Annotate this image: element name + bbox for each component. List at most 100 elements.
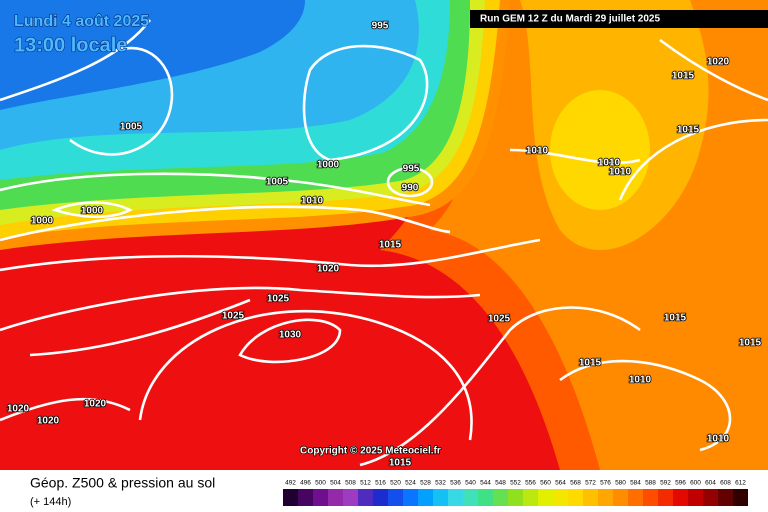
colorbar-label: 552 [510,480,521,487]
isobar-label: 990 [402,183,419,194]
colorbar-swatch [478,489,493,506]
colorbar-swatch [703,489,718,506]
colorbar-swatch [643,489,658,506]
colorbar-label: 508 [345,480,356,487]
isobar-label: 1010 [629,375,652,386]
isobar-label: 1000 [31,216,54,227]
footer-subtitle: (+ 144h) [30,496,71,508]
colorbar-swatch [328,489,343,506]
colorbar-swatch [493,489,508,506]
colorbar-label: 528 [420,480,431,487]
colorbar-label: 524 [405,480,416,487]
isobar-label: 1020 [707,57,730,68]
isobar-label: 1005 [266,177,289,188]
isobar-label: 1010 [301,196,324,207]
colorbar-label: 608 [720,480,731,487]
colorbar-swatch [718,489,733,506]
colorbar-swatch [403,489,418,506]
colorbar-label: 576 [600,480,611,487]
isobar-label: 995 [403,164,420,175]
isobar-label: 1030 [279,330,302,341]
colorbar-swatch [583,489,598,506]
colorbar-label: 536 [450,480,461,487]
colorbar-label: 580 [615,480,626,487]
isobar-label: 1015 [739,338,762,349]
colorbar-label: 512 [360,480,371,487]
map: 995 1005 1000 995 990 1005 1010 1000 1000 1015 102… [0,0,768,470]
colorbar-label: 496 [300,480,311,487]
colorbar-swatch [388,489,403,506]
colorbar-label: 500 [315,480,326,487]
colorbar-label: 588 [645,480,656,487]
forecast-date: Lundi 4 août 2025 [14,13,149,30]
colorbar-swatch [553,489,568,506]
colorbar-label: 560 [540,480,551,487]
isobar-label: 1010 [707,434,730,445]
isobar-label: 1020 [84,399,107,410]
colorbar-swatch [673,489,688,506]
colorbar-swatch [448,489,463,506]
colorbar-swatch [613,489,628,506]
colorbar-swatch [433,489,448,506]
isobar-label: 1015 [579,358,602,369]
footer-title: Géop. Z500 & pression au sol [30,475,215,491]
isobar-label: 1010 [526,146,549,157]
isobar-labels: 995 1005 1000 995 990 1005 1010 1000 1000 1015 102… [6,20,762,470]
isobar-label: 1015 [672,71,695,82]
colorbar-label: 504 [330,480,341,487]
copyright: Copyright © 2025 Meteociel.fr [300,446,441,457]
isobar-label: 1015 [677,125,700,136]
isobar-label: 1025 [267,294,290,305]
colorbar: 492 496 500 504 508 512 516 520 524 528 532 536 540 5… [283,480,748,506]
isobar-label: 1015 [664,313,687,324]
isobar-label: 1010 [609,167,632,178]
run-banner: Run GEM 12 Z du Mardi 29 juillet 2025 [480,14,660,25]
forecast-time: 13:00 locale [14,34,127,56]
colorbar-swatch [628,489,643,506]
colorbar-label: 592 [660,480,671,487]
isobar-label: 1000 [317,160,340,171]
colorbar-swatch [298,489,313,506]
colorbar-swatch [508,489,523,506]
isobar-label: 1015 [379,240,402,251]
colorbar-label: 516 [375,480,386,487]
colorbar-swatch [733,489,748,506]
colorbar-swatch [373,489,388,506]
isobar-label: 1000 [81,206,104,217]
isobar-label: 1010 [598,158,621,169]
colorbar-label: 520 [390,480,401,487]
colorbar-label: 568 [570,480,581,487]
colorbar-label: 564 [555,480,566,487]
isobar-label: 1020 [7,404,30,415]
colorbar-swatch [343,489,358,506]
colorbar-swatch [283,489,298,506]
colorbar-swatch [538,489,553,506]
colorbar-label: 544 [480,480,491,487]
colorbar-swatch [658,489,673,506]
colorbar-label: 600 [690,480,701,487]
colorbar-label: 532 [435,480,446,487]
colorbar-swatch [313,489,328,506]
isobar-label: 1020 [37,416,60,427]
colorbar-label: 556 [525,480,536,487]
colorbar-label: 572 [585,480,596,487]
isobar-label: 1025 [222,311,245,322]
colorbar-swatch [688,489,703,506]
colorbar-swatch [568,489,583,506]
colorbar-label: 612 [735,480,746,487]
run-banner-bg [470,10,768,28]
isobar-label: 1015 [389,458,412,469]
isobar-label: 1020 [317,264,340,275]
colorbar-label: 596 [675,480,686,487]
colorbar-swatch [358,489,373,506]
colorbar-label: 584 [630,480,641,487]
colorbar-label: 548 [495,480,506,487]
colorbar-swatch [598,489,613,506]
isobar-label: 1025 [488,314,511,325]
colorbar-label: 492 [285,480,296,487]
colorbar-swatch [418,489,433,506]
colorbar-label: 604 [705,480,716,487]
colorbar-swatch [523,489,538,506]
isobar-label: 1005 [120,122,143,133]
